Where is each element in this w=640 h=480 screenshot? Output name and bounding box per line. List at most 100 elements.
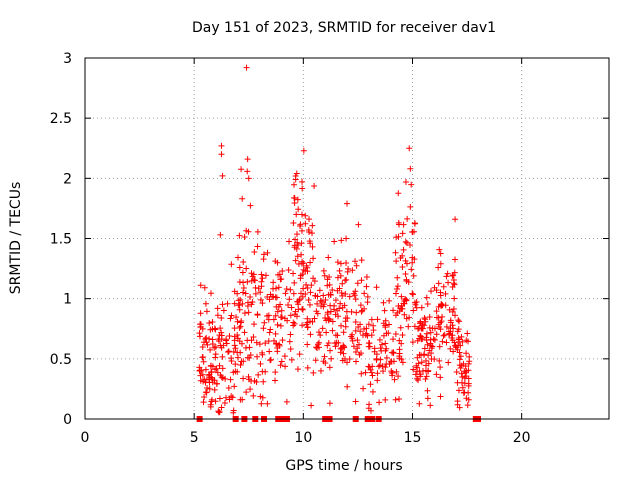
data-point [422,316,429,323]
data-point [199,325,206,332]
data-point [435,280,442,287]
data-point [404,215,411,222]
x-tick-label: 5 [190,430,199,446]
data-point [367,381,374,388]
data-point [212,326,219,333]
data-point [262,272,269,279]
data-point [464,330,471,337]
data-point [232,368,239,375]
data-point [458,379,465,386]
data-point [218,374,225,381]
data-point [277,276,284,283]
data-point [201,393,208,400]
data-point [295,261,302,268]
data-point [354,280,361,287]
data-point [332,297,339,304]
data-point [235,302,242,309]
data-point [258,271,265,278]
data-point [445,279,452,286]
data-point [237,296,244,303]
data-point [335,313,342,320]
data-point [201,376,208,383]
data-point [454,328,461,335]
data-point [427,329,434,336]
data-point [324,276,331,283]
data-point [344,268,351,275]
data-point [423,373,430,380]
data-point [299,322,306,329]
data-point [213,365,220,372]
data-point [239,269,246,276]
data-point [318,303,325,310]
data-point [266,329,273,336]
data-point [238,318,245,325]
data-point [408,181,415,188]
data-point [453,368,460,375]
data-point [339,292,346,299]
data-point [292,257,299,264]
data-point [326,316,333,323]
data-point [218,329,225,336]
data-point [411,299,418,306]
data-point [329,286,336,293]
data-point [312,357,319,364]
data-point [290,322,297,329]
data-point [203,339,210,346]
data-point [400,246,407,253]
data-point [213,380,220,387]
data-point [424,395,431,402]
data-point [358,277,365,284]
data-point [236,306,243,313]
data-point [421,314,428,321]
data-point [234,318,241,325]
data-point [258,278,265,285]
data-point [354,345,361,352]
data-point [456,362,463,369]
data-point [455,387,462,394]
data-point [207,290,214,297]
data-point [368,316,375,323]
data-point [314,300,321,307]
data-point [206,319,213,326]
data-point [277,362,284,369]
data-point [415,360,422,367]
data-point [365,321,372,328]
data-point [204,384,211,391]
data-point [374,370,381,377]
data-point [450,348,457,355]
data-point [352,398,359,405]
data-point [437,260,444,267]
data-point [377,356,384,363]
data-point [403,297,410,304]
data-point [440,332,447,339]
data-point [299,306,306,313]
data-point [237,323,244,330]
data-point [272,369,279,376]
data-point [228,355,235,362]
data-points [196,64,481,422]
data-point [399,332,406,339]
data-point [423,334,430,341]
data-point [354,337,361,344]
y-tick-label: 3 [63,51,72,67]
data-point [237,362,244,369]
data-point [234,254,241,261]
data-point [411,220,418,227]
data-point [286,296,293,303]
data-point [317,367,324,374]
data-point [396,355,403,362]
data-point [326,281,333,288]
x-tick-label: 10 [294,430,312,446]
data-point [267,326,274,333]
data-point [292,236,299,243]
data-point [334,274,341,281]
data-point [413,375,420,382]
data-point [243,265,250,272]
data-point [352,258,359,265]
data-point [438,318,445,325]
data-point [370,322,377,329]
data-point [440,283,447,290]
data-point [363,325,370,332]
data-point [324,342,331,349]
data-point [452,216,459,223]
